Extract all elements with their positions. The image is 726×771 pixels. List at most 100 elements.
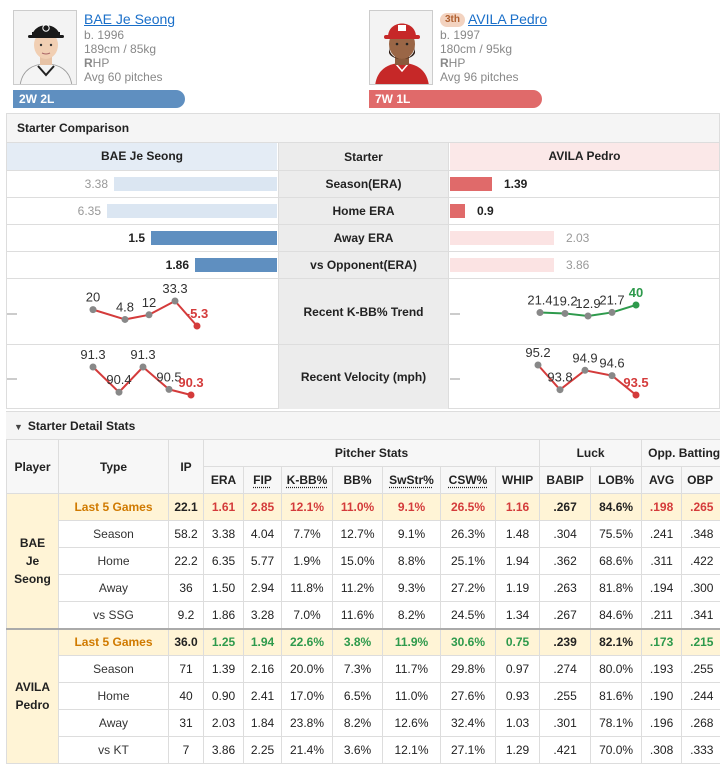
comparison-right-cell: 2.03 [450, 225, 719, 251]
trend-point[interactable] [115, 388, 123, 396]
cell-kbb: 7.7% [281, 520, 333, 548]
cell-bb: 7.3% [332, 655, 383, 683]
cell-lob: 68.6% [590, 547, 643, 575]
table-row: Away 31 2.03 1.84 23.8% 8.2% 12.6% 32.4% 1.03.30… [7, 709, 720, 737]
away-pitcher-name[interactable]: AVILA Pedro [468, 11, 548, 27]
trend-point[interactable] [536, 309, 544, 317]
cell-obp: .348 [681, 520, 720, 548]
comparison-row-label: vs Opponent(ERA) [278, 252, 449, 278]
away-pitcher-size: 180cm / 95kg [440, 42, 513, 56]
trend-point[interactable] [89, 363, 97, 371]
trend-value-label: 12.9 [575, 296, 600, 311]
row-type: Last 5 Games [58, 493, 169, 521]
trend-point[interactable] [608, 308, 616, 316]
comparison-row-label: Home ERA [278, 198, 449, 224]
trend-point[interactable] [187, 391, 195, 399]
cell-swstr: 8.2% [382, 601, 441, 629]
trend-point[interactable] [632, 301, 640, 309]
cell-ip: 22.1 [168, 493, 204, 521]
cell-kbb: 1.9% [281, 547, 333, 575]
trend-point[interactable] [121, 315, 129, 323]
cell-fip: 2.25 [243, 736, 282, 764]
kbb-left-sparkline: 20 4.8 12 33.3 -5.3 [7, 281, 208, 330]
left-value-bar [151, 231, 277, 245]
cell-swstr: 11.0% [382, 682, 441, 710]
group-opp-batting: Opp. Batting [641, 439, 720, 467]
trend-point[interactable] [556, 386, 564, 394]
cell-avg: .190 [641, 682, 683, 710]
col-swstr[interactable]: SwStr% [382, 466, 441, 494]
trend-value-label: 90.5 [156, 369, 181, 384]
player-name-part: Je [25, 553, 40, 568]
col-kbb[interactable]: K-BB% [281, 466, 333, 494]
group-pitcher-stats: Pitcher Stats [202, 439, 541, 467]
left-value-bar [114, 177, 277, 191]
trend-point[interactable] [608, 372, 616, 380]
col-babip[interactable]: BABIP [539, 466, 592, 494]
cell-ip: 58.2 [168, 520, 204, 548]
col-bb[interactable]: BB% [332, 466, 383, 494]
trend-point[interactable] [561, 309, 569, 317]
trend-point[interactable] [89, 306, 97, 314]
table-row: Home 22.2 6.35 5.77 1.9% 15.0% 8.8% 25.1% 1.94.3… [7, 547, 720, 575]
cell-bb: 11.0% [332, 493, 383, 521]
col-csw[interactable]: CSW% [440, 466, 496, 494]
cell-ip: 7 [168, 736, 204, 764]
col-fip[interactable]: FIP [243, 466, 282, 494]
cell-whip: 1.34 [494, 601, 541, 629]
trend-segment [124, 313, 150, 321]
cell-lob: 78.1% [590, 709, 643, 737]
away-player-cell[interactable]: AVILA Pedro [6, 627, 59, 764]
left-value: 1.5 [128, 231, 145, 245]
left-value: 1.86 [165, 258, 189, 272]
col-obp[interactable]: OBP [681, 466, 720, 494]
cell-era: 1.61 [203, 493, 244, 521]
trend-point[interactable] [534, 361, 542, 369]
trend-point[interactable] [171, 297, 179, 305]
trend-point[interactable] [139, 363, 147, 371]
away-pitcher-info: 3th AVILA Pedro b. 1997 180cm / 95kg RHP … [440, 10, 640, 84]
trend-point[interactable] [584, 312, 592, 320]
cell-csw: 27.2% [440, 574, 496, 602]
detail-stats-table-wrap[interactable]: Player Type IP Pitcher Stats Luck Opp. B… [6, 439, 720, 771]
home-pitcher-name[interactable]: BAE Je Seong [84, 11, 176, 27]
comparison-row: 1.86 vs Opponent(ERA) 3.86 [7, 252, 719, 279]
player-name-part: AVILA [14, 680, 51, 695]
right-value: 3.86 [566, 258, 590, 272]
header-link[interactable]: … [637, 0, 687, 2]
table-row: Season 71 1.39 2.16 20.0% 7.3% 11.7% 29.8% 0.97.… [7, 655, 720, 683]
away-pitcher-photo[interactable] [369, 10, 433, 85]
cell-csw: 27.1% [440, 736, 496, 764]
cell-era: 1.50 [203, 574, 244, 602]
velocity-right: 95.2 93.8 94.9 94.6 93.5 [450, 345, 719, 409]
home-player-cell[interactable]: BAE Je Seong [6, 493, 59, 629]
cell-whip: 0.93 [494, 682, 541, 710]
cell-obp: .244 [681, 682, 720, 710]
collapse-triangle-icon: ▼ [14, 422, 23, 432]
trend-segment [168, 388, 192, 396]
trend-point[interactable] [145, 311, 153, 319]
col-avg[interactable]: AVG [641, 466, 683, 494]
home-pitcher-photo[interactable] [13, 10, 77, 85]
trend-point[interactable] [632, 391, 640, 399]
player-name-part: BAE [19, 535, 46, 550]
detail-stats-toggle[interactable]: ▼ Starter Detail Stats [6, 411, 720, 439]
velocity-right-sparkline: 95.2 93.894.9 94.6 93.5 [450, 345, 649, 399]
home-pitcher-avg-pitches: Avg 60 pitches [84, 70, 163, 84]
kbb-trend-right: 21.4 19.2 12.9 21.7 40 [450, 279, 719, 344]
cell-fip: 2.85 [243, 493, 282, 521]
away-record-bar: 7W 1L [369, 90, 542, 108]
col-era[interactable]: ERA [203, 466, 244, 494]
left-value: 3.38 [84, 177, 108, 191]
col-lob[interactable]: LOB% [590, 466, 643, 494]
cell-era: 0.90 [203, 682, 244, 710]
cell-bb: 3.8% [332, 627, 383, 656]
col-whip[interactable]: WHIP [494, 466, 541, 494]
trend-point[interactable] [581, 366, 589, 374]
cell-avg: .241 [641, 520, 683, 548]
trend-point[interactable] [193, 322, 201, 330]
cell-bb: 8.2% [332, 709, 383, 737]
cell-whip: 1.16 [494, 493, 541, 521]
comparison-right-cell: 0.9 [450, 198, 719, 224]
trend-point[interactable] [165, 385, 173, 393]
